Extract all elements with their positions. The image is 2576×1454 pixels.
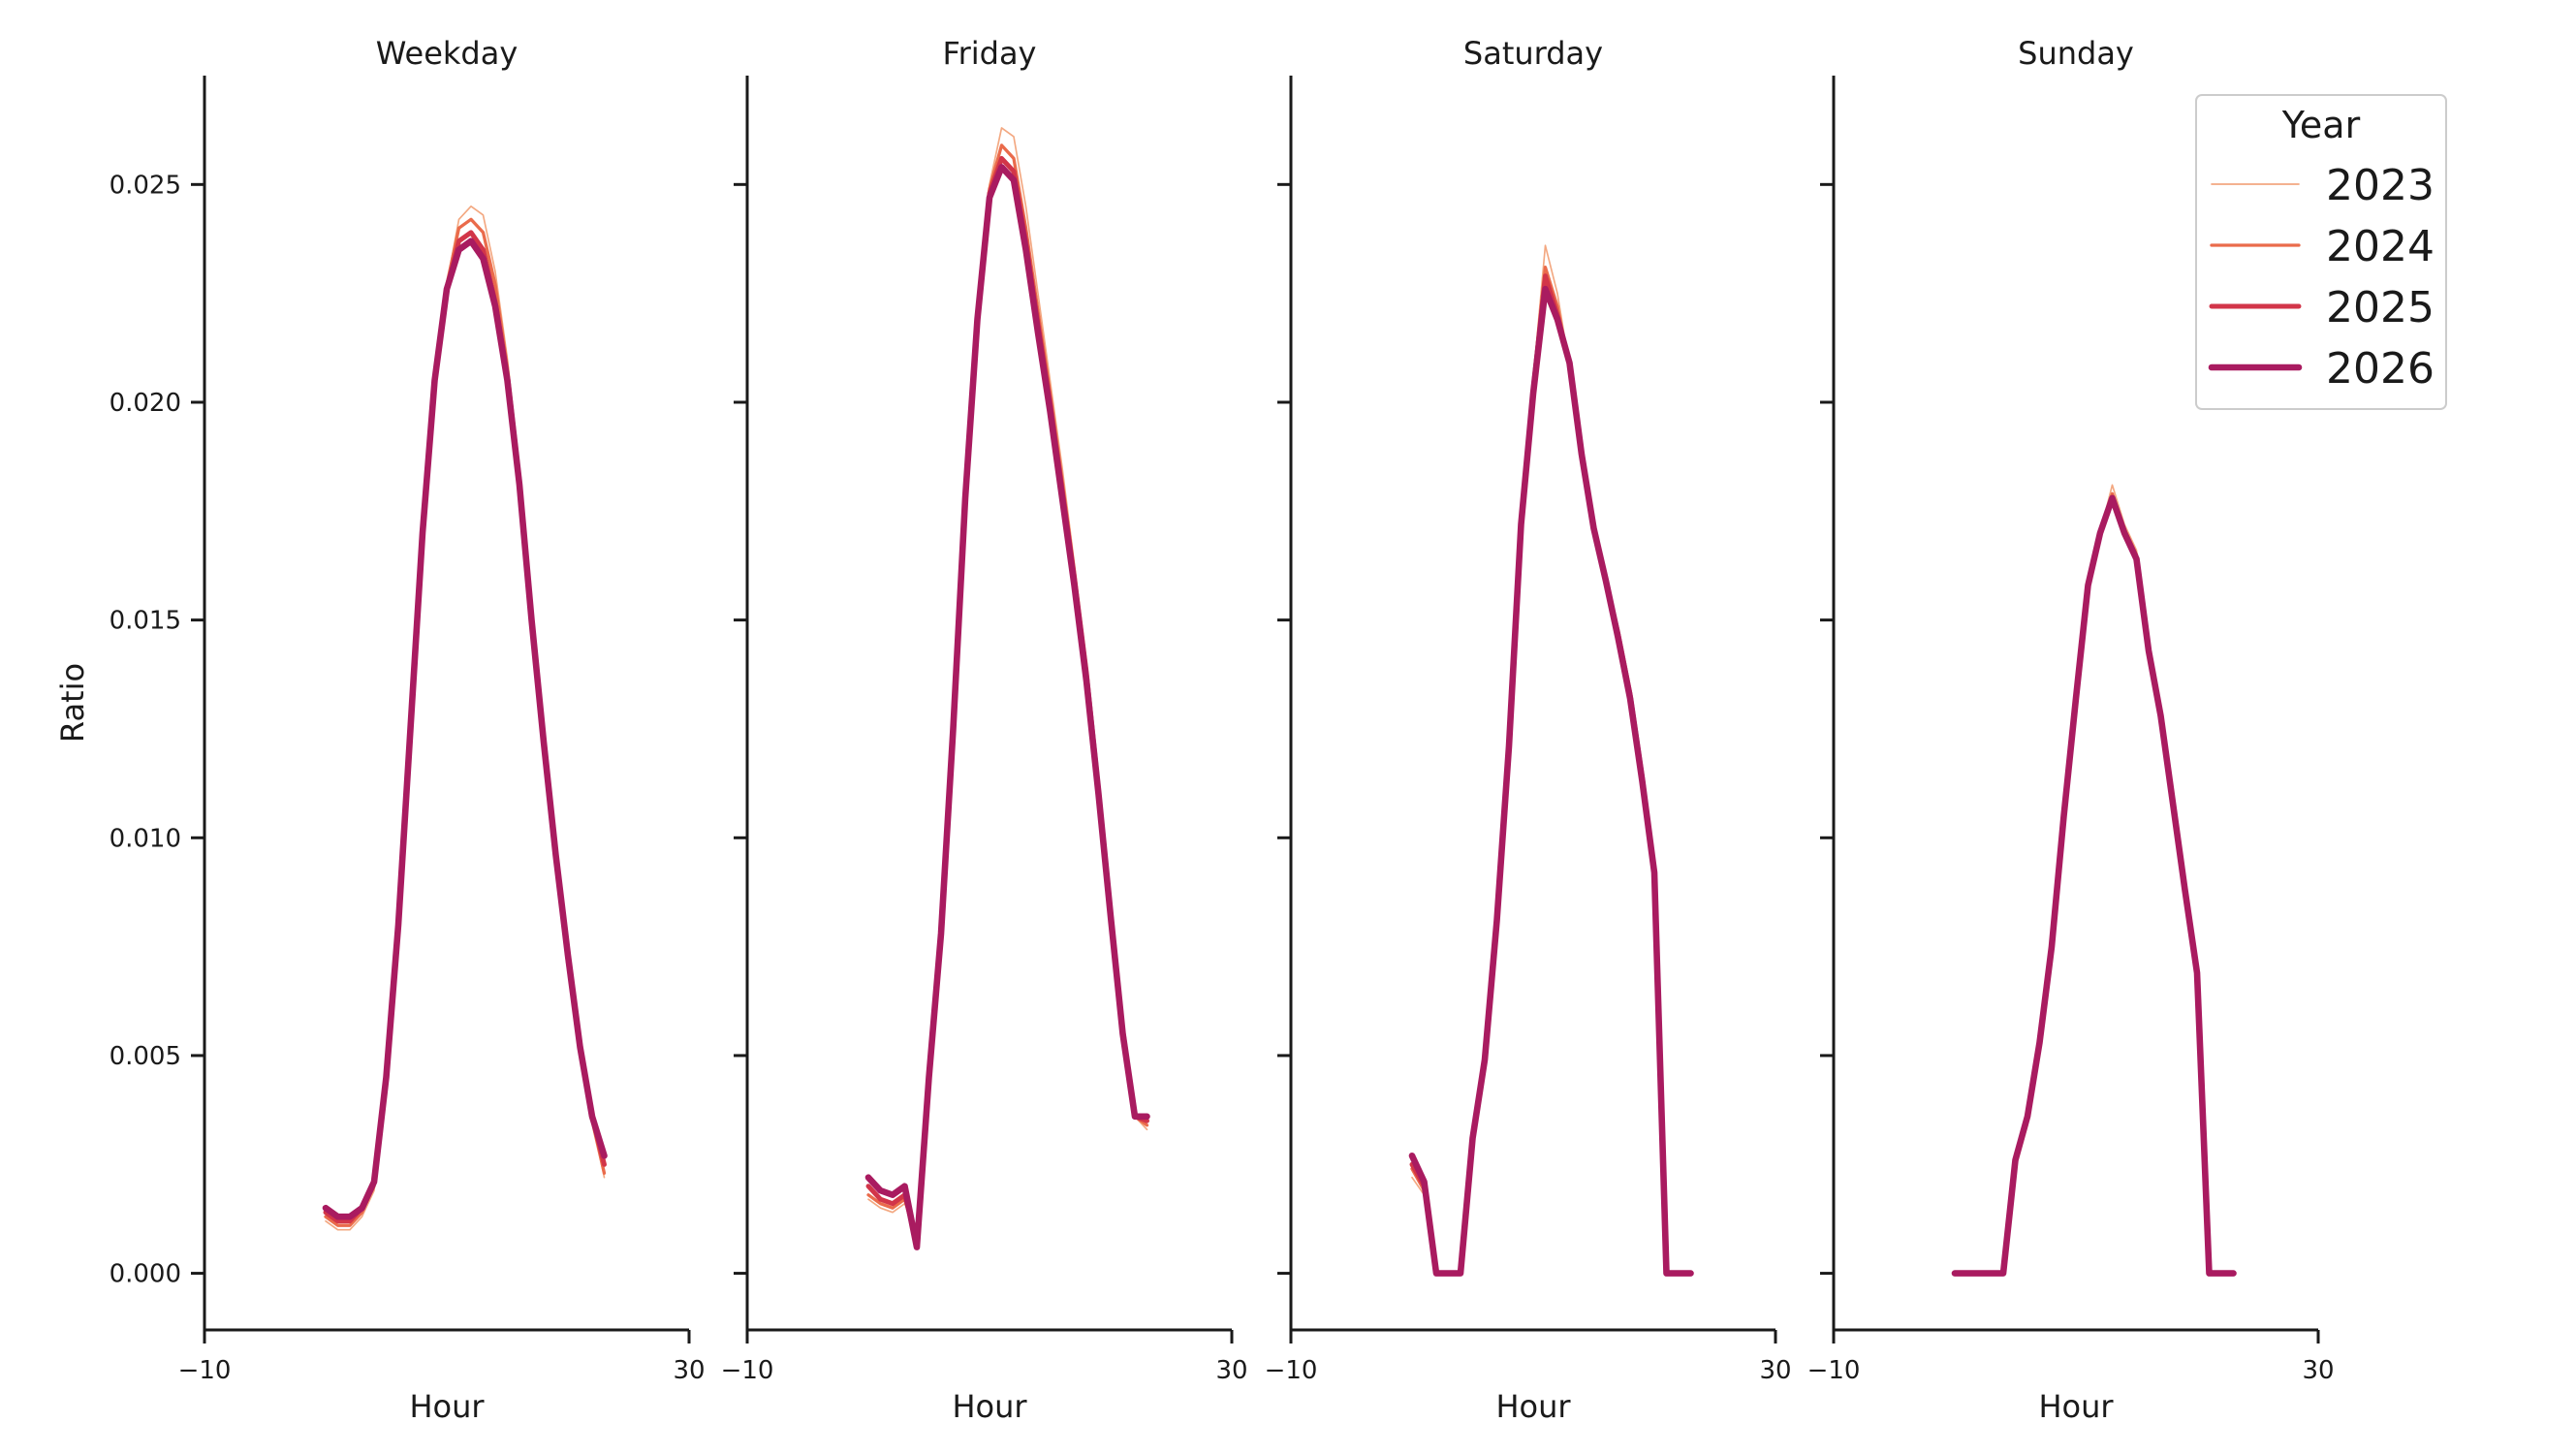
- y-tick-label: 0.000: [110, 1260, 181, 1289]
- legend-label-2025: 2025: [2326, 283, 2435, 332]
- series-line-2025: [323, 230, 607, 1224]
- legend: Year 2023 2024 2025 2026: [2195, 94, 2447, 410]
- y-tick-label: 0.010: [110, 824, 181, 853]
- series-line-2025: [1952, 495, 2236, 1277]
- series-line-2023: [1411, 244, 1692, 1275]
- x-tick-label: 30: [1215, 1356, 1247, 1385]
- panel-weekday: Weekday 0.000 0.005 0.010 0.015 0.020 0.025 −10…: [110, 35, 706, 1425]
- panel-title: Saturday: [1463, 35, 1603, 72]
- series-line-2024: [324, 217, 607, 1227]
- series-line-2024: [1953, 491, 2236, 1276]
- x-axis-label: Hour: [2038, 1388, 2114, 1425]
- x-tick-label: 30: [1759, 1356, 1791, 1385]
- panel-saturday: Saturday −10 30 Hour: [1265, 35, 1792, 1425]
- series-line-2023: [867, 127, 1148, 1231]
- x-tick-label: 30: [673, 1356, 705, 1385]
- x-tick-label: −10: [178, 1356, 232, 1385]
- legend-title: Year: [2281, 104, 2361, 146]
- panel-title: Friday: [943, 35, 1037, 72]
- series-line-2026: [322, 237, 608, 1220]
- y-tick-label: 0.020: [110, 389, 181, 418]
- x-axis-label: Hour: [1495, 1388, 1571, 1425]
- x-tick-label: −10: [1265, 1356, 1318, 1385]
- x-tick-label: 30: [2302, 1356, 2334, 1385]
- legend-frame: [2195, 94, 2447, 410]
- y-tick-label: 0.015: [110, 607, 181, 636]
- legend-label-2026: 2026: [2326, 344, 2435, 394]
- y-tick-label: 0.005: [110, 1042, 181, 1071]
- x-axis-label: Hour: [409, 1388, 485, 1425]
- y-axis-label: Ratio: [54, 663, 91, 743]
- y-tick-label: 0.025: [110, 171, 181, 200]
- series-line-2026: [1951, 494, 2237, 1277]
- legend-label-2024: 2024: [2326, 222, 2435, 271]
- series-line-2024: [1410, 266, 1693, 1276]
- series-line-2023: [1954, 484, 2235, 1275]
- series-line-2025: [865, 155, 1149, 1246]
- x-tick-label: −10: [1807, 1356, 1861, 1385]
- panel-title: Sunday: [2018, 35, 2134, 72]
- legend-label-2023: 2023: [2326, 161, 2435, 210]
- x-tick-label: −10: [721, 1356, 774, 1385]
- panel-friday: Friday −10 30 Hour: [721, 35, 1248, 1425]
- x-axis-label: Hour: [952, 1388, 1027, 1425]
- panel-title: Weekday: [376, 35, 518, 72]
- series-line-2023: [325, 205, 606, 1231]
- series-line-2025: [1409, 273, 1693, 1277]
- series-line-2026: [864, 164, 1150, 1250]
- series-line-2026: [1408, 285, 1694, 1277]
- series-line-2024: [866, 143, 1149, 1241]
- panel-sunday: Sunday −10 30 Hour: [1807, 35, 2335, 1425]
